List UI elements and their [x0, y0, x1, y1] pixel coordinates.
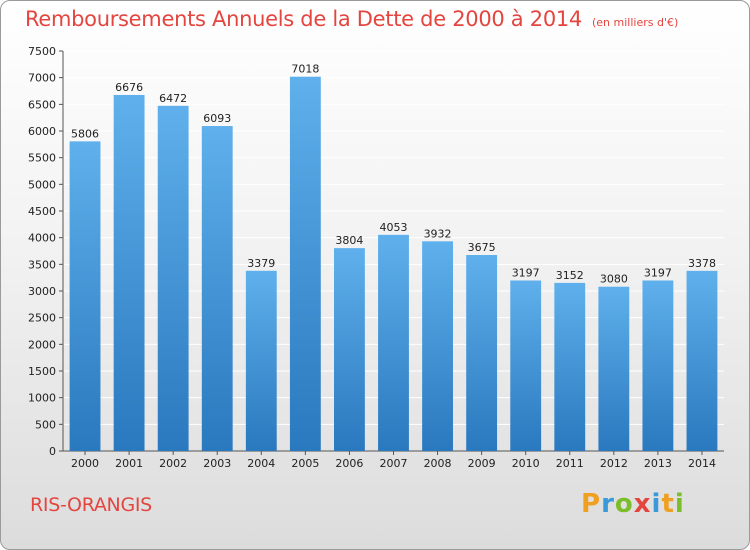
- y-tick-label: 4500: [28, 205, 56, 218]
- bar: [598, 286, 630, 451]
- y-tick-label: 6500: [28, 98, 56, 111]
- y-tick-label: 5000: [28, 178, 56, 191]
- x-tick-label: 2001: [115, 457, 143, 470]
- value-label: 5806: [71, 127, 99, 140]
- x-tick-label: 2003: [203, 457, 231, 470]
- value-label: 7018: [291, 63, 319, 76]
- x-tick-label: 2007: [380, 457, 408, 470]
- value-label: 3197: [512, 266, 540, 279]
- logo-letter: i: [651, 489, 662, 519]
- y-tick-label: 4000: [28, 232, 56, 245]
- bar: [201, 126, 233, 451]
- y-tick-label: 2500: [28, 312, 56, 325]
- title-text: Remboursements Annuels de la Dette de 20…: [25, 7, 582, 31]
- value-label: 3378: [688, 257, 716, 270]
- value-label: 3804: [335, 234, 363, 247]
- y-tick-label: 500: [35, 418, 56, 431]
- bar: [554, 282, 586, 451]
- x-tick-label: 2009: [468, 457, 496, 470]
- value-label: 3197: [644, 266, 672, 279]
- x-tick-label: 2011: [556, 457, 584, 470]
- bar: [113, 94, 145, 452]
- bars: [69, 76, 718, 452]
- y-tick-label: 5500: [28, 152, 56, 165]
- value-label: 4053: [380, 221, 408, 234]
- bar: [422, 241, 453, 451]
- bar: [289, 76, 321, 451]
- bar: [69, 141, 101, 451]
- logo-letter: o: [614, 489, 634, 519]
- x-tick-label: 2013: [644, 457, 672, 470]
- y-tick-label: 7500: [28, 45, 56, 58]
- y-tick-label: 3500: [28, 258, 56, 271]
- bar: [157, 105, 189, 452]
- logo-letter: P: [581, 489, 602, 519]
- x-tick-label: 2000: [71, 457, 99, 470]
- value-label: 6472: [159, 92, 187, 105]
- logo-letter: r: [601, 489, 615, 519]
- y-tick-label: 1000: [28, 392, 56, 405]
- value-label: 6676: [115, 81, 143, 94]
- bar: [642, 280, 674, 451]
- x-tick-label: 2012: [600, 457, 628, 470]
- value-label: 3379: [247, 257, 275, 270]
- y-tick-label: 3000: [28, 285, 56, 298]
- labels: 0 500 1000 1500 2000 2500 3000 3500 4000 4500 5000…: [28, 45, 716, 470]
- unit-label: (en milliers d'€): [592, 16, 679, 29]
- value-label: 3080: [600, 273, 628, 286]
- value-label: 3152: [556, 269, 584, 282]
- x-tick-label: 2008: [424, 457, 452, 470]
- y-tick-label: 6000: [28, 125, 56, 138]
- city-name: RIS-ORANGIS: [30, 494, 152, 516]
- value-label: 6093: [203, 112, 231, 125]
- value-label: 3932: [424, 227, 452, 240]
- x-tick-label: 2006: [335, 457, 363, 470]
- x-tick-label: 2014: [688, 457, 716, 470]
- logo-letter: x: [633, 489, 652, 519]
- x-tick-label: 2005: [291, 457, 319, 470]
- y-tick-label: 2000: [28, 338, 56, 351]
- proxiti-logo: Proxiti: [581, 489, 685, 519]
- logo-letter: i: [674, 489, 685, 519]
- x-tick-label: 2004: [247, 457, 275, 470]
- x-tick-label: 2002: [159, 457, 187, 470]
- logo-letter: t: [661, 489, 675, 519]
- bar: [378, 234, 409, 451]
- bar: [466, 255, 498, 451]
- y-tick-label: 7000: [28, 72, 56, 85]
- chart-title: Remboursements Annuels de la Dette de 20…: [25, 7, 678, 31]
- value-label: 3675: [468, 241, 496, 254]
- y-tick-label: 0: [49, 445, 56, 458]
- y-tick-label: 1500: [28, 365, 56, 378]
- bar: [510, 280, 542, 451]
- bar: [245, 270, 277, 451]
- bar: [686, 270, 718, 451]
- x-tick-label: 2010: [512, 457, 540, 470]
- bar: [334, 248, 365, 451]
